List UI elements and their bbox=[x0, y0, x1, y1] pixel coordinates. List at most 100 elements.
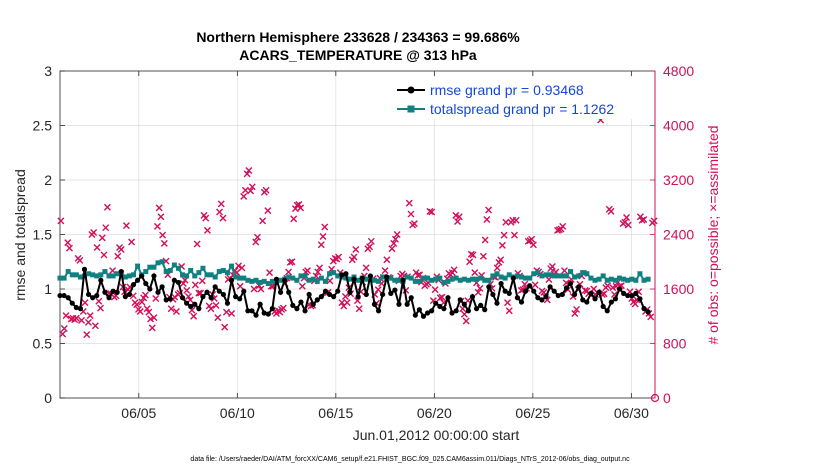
obs-assimilated-point bbox=[367, 237, 375, 245]
obs-assimilated-point bbox=[335, 253, 343, 261]
rmse-point bbox=[453, 308, 459, 314]
totalspread-point bbox=[637, 271, 643, 277]
totalspread-point bbox=[126, 273, 132, 279]
obs-assimilated-point bbox=[117, 245, 125, 253]
totalspread-point bbox=[237, 275, 243, 281]
rmse-point bbox=[114, 289, 120, 295]
x-tick-label: 06/30 bbox=[614, 405, 649, 421]
totalspread-point bbox=[572, 274, 578, 280]
rmse-point bbox=[339, 272, 345, 278]
totalspread-point bbox=[363, 276, 369, 282]
rmse-point bbox=[57, 292, 63, 299]
rmse-point bbox=[457, 297, 463, 303]
totalspread-point bbox=[184, 273, 190, 279]
rmse-point bbox=[490, 291, 496, 298]
rmse-point bbox=[478, 302, 484, 308]
rmse-point bbox=[143, 280, 149, 287]
rmse-point bbox=[294, 306, 300, 312]
obs-assimilated-point bbox=[152, 295, 160, 303]
obs-assimilated-point bbox=[236, 282, 244, 290]
totalspread-point bbox=[412, 278, 418, 284]
rmse-point bbox=[359, 275, 365, 281]
totalspread-point bbox=[261, 278, 267, 284]
obs-assimilated-point bbox=[83, 331, 91, 339]
obs-assimilated-point bbox=[195, 289, 203, 297]
y-right-tick-label: 4800 bbox=[663, 63, 694, 79]
obs-assimilated-point bbox=[114, 252, 122, 260]
obs-assimilated-point bbox=[245, 166, 253, 174]
totalspread-point bbox=[563, 273, 569, 279]
totalspread-point bbox=[388, 275, 394, 281]
rmse-point bbox=[645, 309, 651, 315]
obs-assimilated-point bbox=[502, 218, 510, 226]
obs-assimilated-point bbox=[497, 256, 505, 264]
totalspread-point bbox=[461, 276, 467, 282]
obs-assimilated-point bbox=[631, 300, 639, 308]
obs-assimilated-point bbox=[150, 314, 158, 322]
obs-assimilated-point bbox=[512, 216, 520, 224]
obs-assimilated-point bbox=[250, 285, 258, 293]
rmse-point bbox=[298, 299, 304, 305]
rmse-point bbox=[584, 299, 590, 305]
totalspread-point bbox=[490, 273, 496, 279]
totalspread-point bbox=[65, 269, 71, 275]
obs-assimilated-point bbox=[504, 299, 512, 307]
totalspread-point bbox=[135, 263, 141, 269]
obs-assimilated-point bbox=[352, 245, 360, 253]
totalspread-point bbox=[416, 278, 422, 284]
totalspread-point bbox=[523, 275, 529, 281]
rmse-point bbox=[543, 294, 549, 300]
obs-assimilated-point bbox=[252, 238, 260, 246]
rmse-point bbox=[265, 311, 271, 317]
obs-assimilated-point bbox=[343, 299, 351, 307]
totalspread-point bbox=[441, 279, 447, 285]
rmse-point bbox=[85, 291, 92, 298]
rmse-point bbox=[420, 313, 427, 319]
obs-assimilated-point bbox=[253, 233, 261, 241]
totalspread-point bbox=[453, 275, 459, 281]
totalspread-point bbox=[331, 270, 337, 276]
obs-assimilated-point bbox=[193, 240, 201, 248]
rmse-point bbox=[228, 277, 235, 283]
rmse-point bbox=[416, 307, 422, 313]
rmse-point bbox=[90, 295, 96, 301]
x-tick-label: 06/20 bbox=[417, 405, 452, 421]
chart-title-line1: Northern Hemisphere 233628 / 234363 = 99… bbox=[196, 29, 520, 45]
rmse-point bbox=[257, 301, 263, 307]
totalspread-point bbox=[576, 273, 582, 279]
obs-assimilated-point bbox=[288, 258, 296, 266]
totalspread-point bbox=[633, 277, 639, 283]
obs-assimilated-point bbox=[143, 305, 151, 313]
x-axis-label: Jun.01,2012 00:00:00 start bbox=[353, 427, 520, 443]
rmse-point bbox=[253, 312, 259, 318]
obs-assimilated-point bbox=[238, 264, 246, 272]
totalspread-point bbox=[355, 277, 361, 283]
totalspread-point bbox=[298, 273, 304, 279]
totalspread-point bbox=[469, 276, 475, 282]
rmse-point bbox=[404, 301, 410, 307]
obs-assimilated-point bbox=[65, 244, 73, 252]
chart-title-line2: ACARS_TEMPERATURE @ 313 hPa bbox=[239, 47, 477, 63]
obs-assimilated-point bbox=[319, 233, 327, 241]
obs-assimilated-point bbox=[207, 305, 215, 313]
obs-assimilated-point bbox=[198, 277, 206, 285]
obs-assimilated-point bbox=[167, 305, 175, 313]
obs-assimilated-point bbox=[262, 186, 270, 194]
totalspread-point bbox=[290, 275, 296, 281]
obs-assimilated-point bbox=[314, 268, 322, 276]
obs-assimilated-point bbox=[388, 245, 396, 253]
obs-assimilated-point bbox=[90, 228, 98, 236]
totalspread-point bbox=[216, 269, 222, 275]
rmse-point bbox=[343, 271, 349, 277]
obs-assimilated-point bbox=[493, 264, 501, 272]
obs-assimilated-point bbox=[607, 207, 615, 215]
rmse-point bbox=[351, 276, 357, 282]
rmse-point bbox=[69, 300, 75, 306]
obs-assimilated-point bbox=[247, 187, 255, 195]
totalspread-point bbox=[249, 278, 255, 284]
gridlines bbox=[60, 71, 655, 398]
rmse-point bbox=[555, 292, 561, 299]
rmse-point bbox=[494, 300, 500, 306]
legend-rmse-marker bbox=[407, 86, 415, 94]
totalspread-point bbox=[347, 276, 353, 282]
